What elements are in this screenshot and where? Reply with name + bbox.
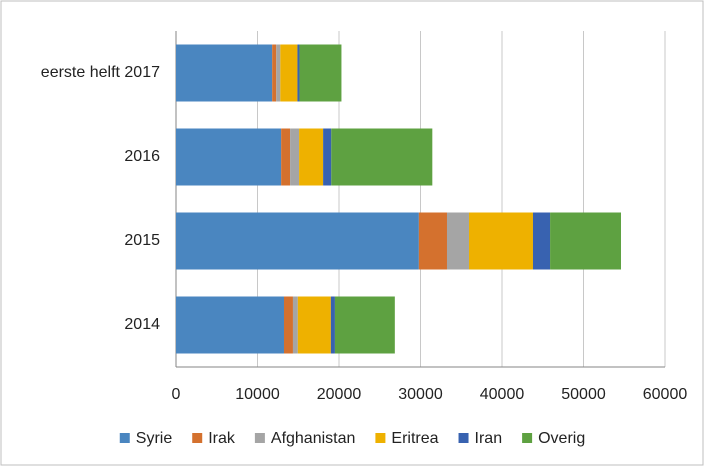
bar-segment [276, 44, 281, 102]
bar-segment [297, 296, 331, 354]
bar-segment [331, 128, 433, 186]
bar-segment [292, 296, 298, 354]
y-tick-label: eerste helft 2017 [41, 64, 160, 81]
legend-label: Afghanistan [271, 430, 356, 447]
bar-segment [334, 296, 395, 354]
bar-segment [280, 44, 298, 102]
x-tick-label: 0 [172, 386, 181, 403]
legend-swatch [522, 433, 533, 443]
legend-swatch [458, 433, 469, 443]
x-tick-label: 30000 [398, 386, 443, 403]
y-tick-label: 2016 [124, 148, 160, 165]
legend-label: Syrie [136, 430, 173, 447]
legend-swatch [192, 433, 203, 443]
bar-segment [176, 128, 282, 186]
bar-segment [283, 296, 293, 354]
legend-label: Eritrea [391, 430, 438, 447]
bar-segment [468, 212, 533, 270]
bar-segment [550, 212, 621, 270]
legend-swatch [254, 433, 265, 443]
legend-label: Irak [208, 430, 236, 447]
x-tick-label: 50000 [561, 386, 606, 403]
bar-segment [532, 212, 551, 270]
bar-segment [323, 128, 332, 186]
bar-segment [446, 212, 469, 270]
legend-label: Iran [475, 430, 503, 447]
bar-segment [272, 44, 277, 102]
bar-segment [299, 44, 342, 102]
x-tick-label: 20000 [317, 386, 362, 403]
y-tick-label: 2015 [124, 232, 160, 249]
bar-segment [176, 296, 284, 354]
x-tick-label: 10000 [235, 386, 280, 403]
bar-segment [281, 128, 291, 186]
legend-label: Overig [538, 430, 585, 447]
legend-swatch [375, 433, 386, 443]
y-tick-label: 2014 [124, 316, 160, 333]
legend-swatch [119, 433, 130, 443]
bar-segment [299, 128, 324, 186]
bar-segment [176, 212, 419, 270]
bar-segment [330, 296, 335, 354]
x-tick-label: 40000 [480, 386, 525, 403]
bar-segment [176, 44, 273, 102]
x-tick-label: 60000 [643, 386, 688, 403]
bar-segment [297, 44, 300, 102]
bar-segment [418, 212, 447, 270]
bar-segment [290, 128, 300, 186]
